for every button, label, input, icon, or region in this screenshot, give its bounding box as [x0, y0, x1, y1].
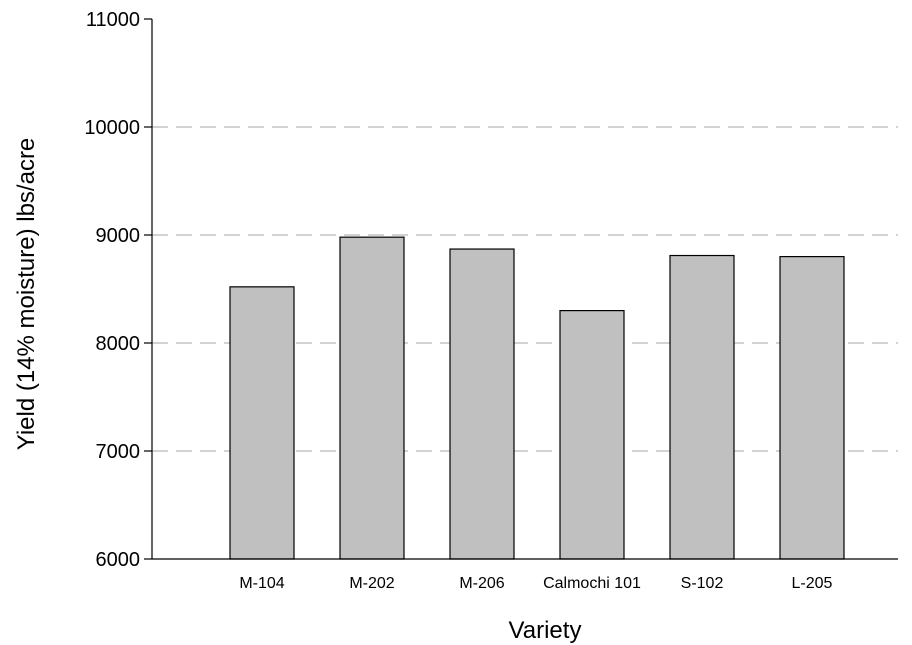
x-tick-label: M-202 [349, 575, 394, 592]
bar [339, 236, 405, 560]
bar [779, 256, 845, 560]
bar [449, 248, 515, 560]
bar [669, 254, 735, 560]
x-tick-label: M-104 [239, 575, 284, 592]
bar [559, 310, 625, 560]
bar [229, 286, 295, 560]
y-tick-labels: 6000 7000 8000 9000 10000 11000 [84, 9, 140, 571]
x-tick-label: M-206 [459, 575, 504, 592]
y-tick-label: 7000 [96, 441, 141, 463]
y-tick-label: 10000 [84, 117, 140, 139]
axes [144, 18, 898, 560]
y-tick-label: 6000 [96, 549, 141, 571]
y-axis-title: Yield (14% moisture) lbs/acre [13, 138, 40, 451]
y-tick-label: 9000 [96, 225, 141, 247]
x-tick-label: Calmochi 101 [543, 575, 641, 592]
bars [229, 236, 845, 560]
x-tick-labels: M-104 M-202 M-206 Calmochi 101 S-102 L-205 [239, 575, 832, 592]
x-tick-label: S-102 [681, 575, 724, 592]
x-tick-label: L-205 [792, 575, 833, 592]
y-tick-label: 8000 [96, 333, 141, 355]
y-tick-label: 11000 [86, 9, 140, 31]
x-axis-title: Variety [509, 617, 582, 644]
